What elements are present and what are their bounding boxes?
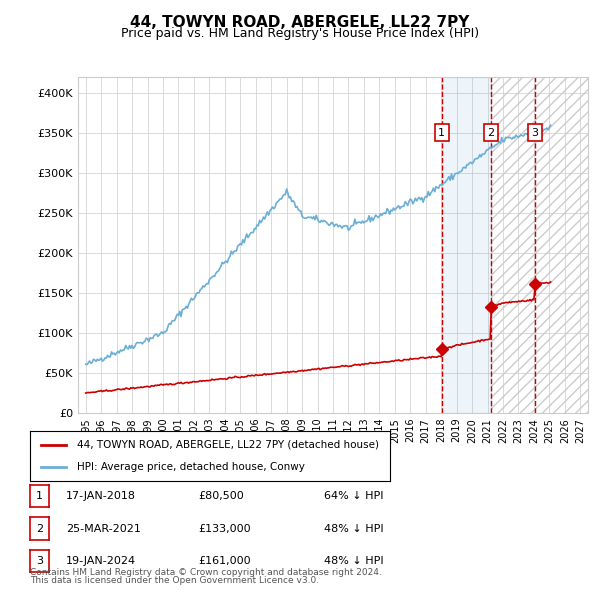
Bar (491, 77, 588, 413)
Text: 2: 2 (488, 128, 494, 137)
Text: 1: 1 (439, 128, 445, 137)
Text: £133,000: £133,000 (198, 524, 251, 533)
Bar (491, 77, 588, 413)
Text: 17-JAN-2018: 17-JAN-2018 (66, 491, 136, 501)
Text: 19-JAN-2024: 19-JAN-2024 (66, 556, 136, 566)
Text: £80,500: £80,500 (198, 491, 244, 501)
Text: 44, TOWYN ROAD, ABERGELE, LL22 7PY (detached house): 44, TOWYN ROAD, ABERGELE, LL22 7PY (deta… (77, 440, 379, 450)
Bar (442, 77, 491, 413)
Text: 44, TOWYN ROAD, ABERGELE, LL22 7PY: 44, TOWYN ROAD, ABERGELE, LL22 7PY (130, 15, 470, 30)
Text: Price paid vs. HM Land Registry's House Price Index (HPI): Price paid vs. HM Land Registry's House … (121, 27, 479, 40)
Text: 3: 3 (531, 128, 538, 137)
Text: 48% ↓ HPI: 48% ↓ HPI (324, 524, 383, 533)
Text: 64% ↓ HPI: 64% ↓ HPI (324, 491, 383, 501)
Text: HPI: Average price, detached house, Conwy: HPI: Average price, detached house, Conw… (77, 462, 305, 472)
Text: £161,000: £161,000 (198, 556, 251, 566)
Text: 2: 2 (36, 524, 43, 533)
Text: 48% ↓ HPI: 48% ↓ HPI (324, 556, 383, 566)
Text: 3: 3 (36, 556, 43, 566)
Text: 1: 1 (36, 491, 43, 501)
Text: This data is licensed under the Open Government Licence v3.0.: This data is licensed under the Open Gov… (30, 576, 319, 585)
Text: 25-MAR-2021: 25-MAR-2021 (66, 524, 141, 533)
Text: Contains HM Land Registry data © Crown copyright and database right 2024.: Contains HM Land Registry data © Crown c… (30, 568, 382, 577)
